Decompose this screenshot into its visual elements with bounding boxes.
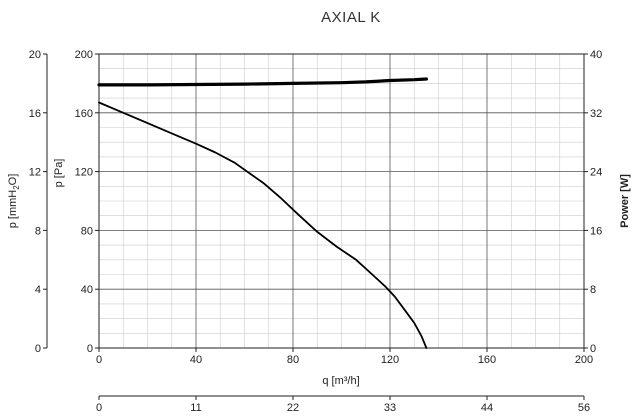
x2-tick-label: 11 (190, 402, 201, 414)
y-axis-label-mmh2o: p [mmH2O] (7, 174, 21, 229)
y-tick-label-mmh2o: 12 (29, 167, 41, 179)
y-tick-label-mmh2o: 16 (29, 108, 41, 120)
y-tick-label-power: 24 (590, 167, 602, 179)
y-tick-label-pa: 120 (75, 167, 93, 179)
power-curve-line (97, 77, 428, 87)
y-tick-label-power: 40 (590, 49, 602, 61)
x-tick-label: 0 (96, 354, 102, 366)
y-tick-label-mmh2o: 8 (35, 225, 41, 237)
y-tick-label-mmh2o: 4 (35, 284, 41, 296)
x-tick-label: 200 (575, 354, 593, 366)
x-tick-label: 40 (190, 354, 202, 366)
x-axis-label: q [m³/h] (322, 375, 359, 387)
y-tick-label-power: 16 (590, 225, 602, 237)
x2-tick-label: 56 (578, 402, 590, 414)
y-axis-label-pa: p [Pa] (53, 159, 65, 188)
pressure-curve-line (98, 101, 428, 349)
x2-tick-label: 33 (384, 402, 396, 414)
x2-tick-label: 44 (481, 402, 493, 414)
y-tick-label-pa: 200 (75, 49, 93, 61)
x-tick-label: 160 (478, 354, 496, 366)
y-tick-label-pa: 40 (81, 284, 93, 296)
y-tick-label-power: 8 (590, 284, 596, 296)
x2-tick-label: 22 (287, 402, 299, 414)
y-tick-label-pa: 160 (75, 108, 93, 120)
x-tick-label: 120 (381, 354, 399, 366)
y-tick-label-power: 32 (590, 108, 602, 120)
y-tick-label-pa: 0 (87, 343, 93, 355)
y-tick-label-mmh2o: 0 (35, 343, 41, 355)
series (97, 77, 428, 349)
y-tick-label-pa: 80 (81, 225, 93, 237)
grid (99, 54, 584, 348)
x-tick-label: 80 (287, 354, 299, 366)
x2-tick-label: 0 (96, 402, 102, 414)
y-tick-label-mmh2o: 20 (29, 49, 41, 61)
y-axis-label-power: Power [W] (619, 174, 631, 228)
y-tick-label-power: 0 (590, 343, 596, 355)
chart-title: AXIAL K (321, 9, 381, 26)
plot-frame (98, 53, 585, 349)
